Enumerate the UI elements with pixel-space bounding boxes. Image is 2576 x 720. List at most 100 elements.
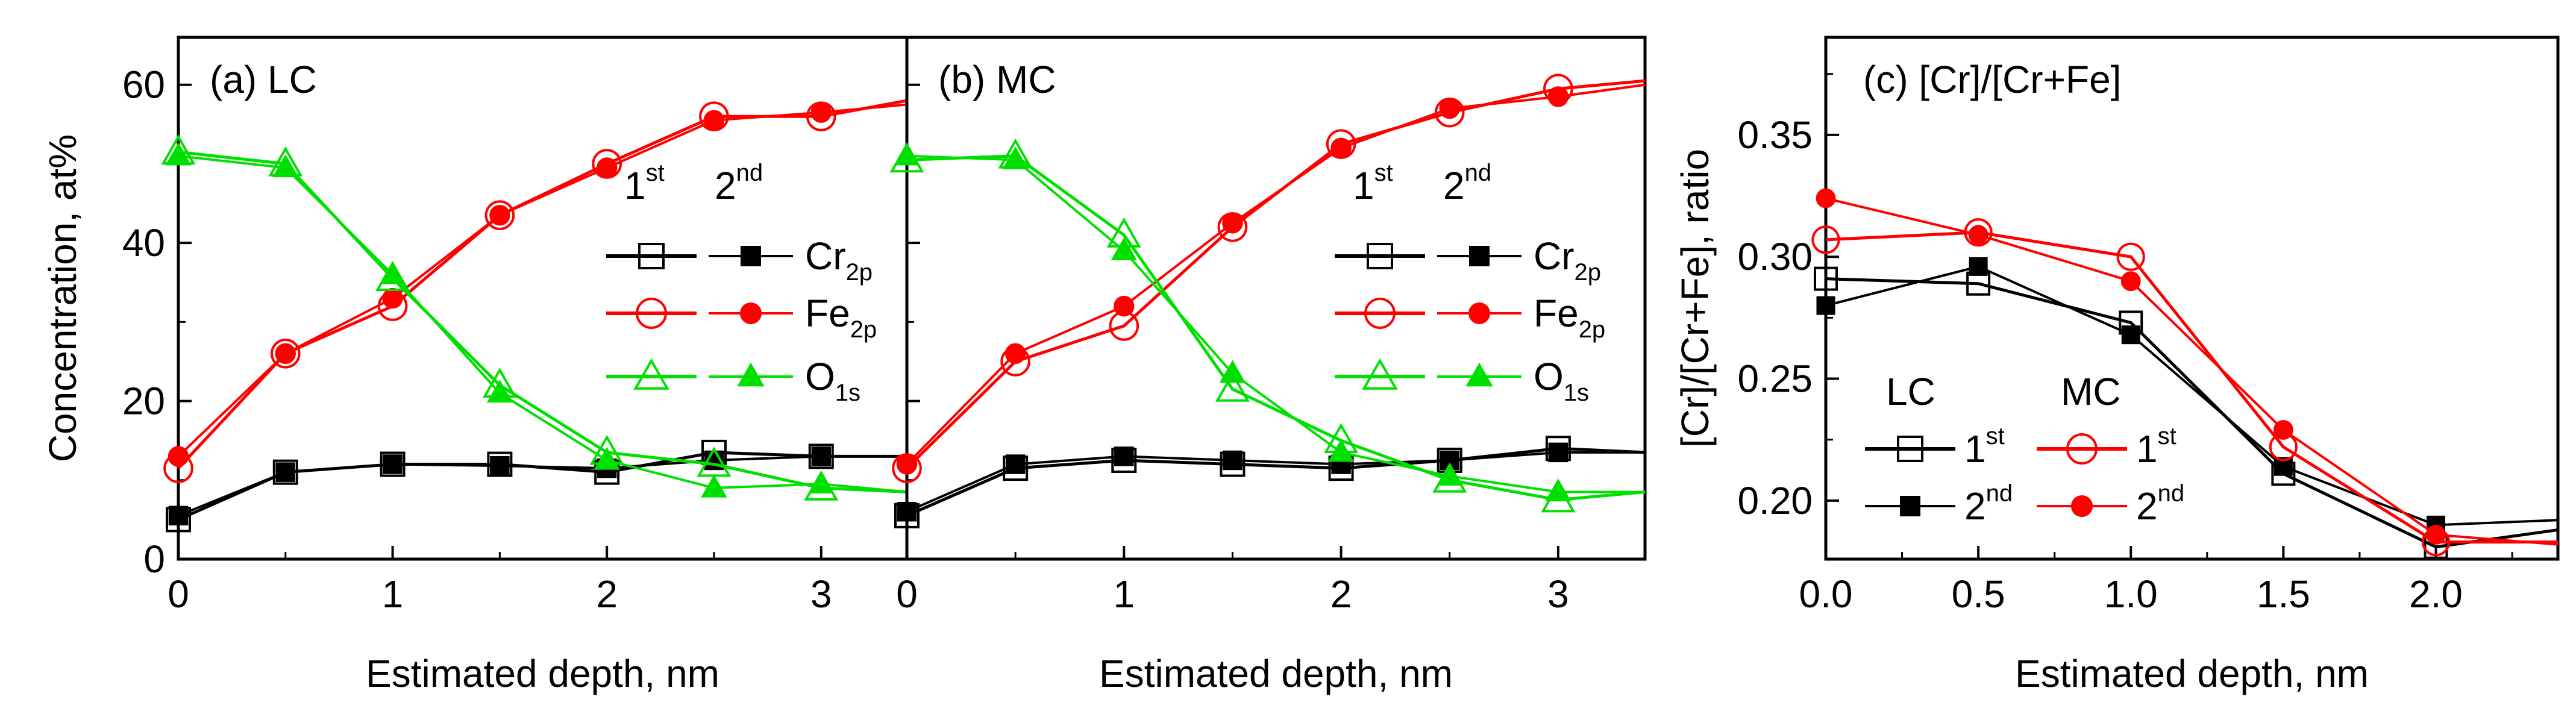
data-point [1114,295,1135,317]
panel-a-lc: 0 1 2 3 0 20 40 60 Concentration, at% Estimated d… [41,36,909,695]
data-point [703,110,725,131]
y-tick-label: 0 [143,537,165,581]
legend-label: Fe2p [805,292,877,343]
x-tick-label: 3 [810,572,832,616]
series-line [1825,231,2558,544]
panel-c-ratio: 0.0 0.5 1.0 1.5 2.0 0.20 0.25 0.30 0.35 [Cr]/[Cr+… [1673,36,2560,695]
legend-ordinal-sup: nd [1986,480,2013,507]
data-point [1327,439,1355,462]
legend-ordinal-sup: st [2158,423,2176,449]
legend-subscript: 2p [1575,259,1602,286]
data-point [810,102,832,123]
data-point [596,157,618,178]
data-point [808,471,835,494]
data-point [2116,242,2145,271]
data-point [1330,137,1352,158]
legend-ordinal-sup: nd [2158,480,2185,507]
panel-title: (c) [Cr]/[Cr+Fe] [1863,58,2121,101]
plot-frame [905,36,1647,561]
data-point [1219,360,1246,383]
legend-marker [2071,495,2093,517]
data-point [165,142,192,166]
data-point [486,380,513,403]
legend-header-sup: st [646,160,665,186]
data-point [897,502,917,522]
data-point [1814,266,1838,291]
series-line [906,83,1646,465]
series-line [178,154,907,493]
legend-label: 1st [2136,423,2176,471]
legend-marker [741,246,761,266]
data-point [1223,450,1243,471]
legend-marker [1362,358,1398,390]
data-point [1222,213,1243,234]
legend-label: O1s [1534,355,1589,406]
data-point [275,343,296,365]
y-axis-label: [Cr]/[Cr+Fe], ratio [1673,149,1717,448]
data-point [1005,454,1026,474]
data-point [490,455,510,476]
data-point [1111,237,1137,260]
legend-group-lc: LC [1886,370,1935,413]
legend-header-sup: nd [1465,160,1492,186]
data-point [1545,478,1572,502]
data-point [1004,343,1026,365]
x-axis-label: Estimated depth, nm [1099,652,1453,695]
data-point [2426,525,2446,545]
y-tick-label: 20 [122,380,165,423]
data-point [168,506,189,526]
y-tick-label: 40 [122,221,165,265]
legend-header-sup: nd [736,160,763,186]
legend-element: Fe [1534,292,1579,335]
x-tick-label: 2 [1330,572,1352,616]
data-point [2120,271,2141,292]
x-tick-label: 2.0 [2409,572,2463,616]
legend-subscript: 2p [846,259,873,286]
legend-marker [1897,436,1923,462]
legend-group-mc: MC [2061,370,2121,413]
legend-marker [633,358,669,390]
data-point [270,339,301,369]
data-point [1547,86,1569,107]
y-axis-label: Concentration, at% [41,134,84,462]
data-point [489,205,510,226]
legend-subscript: 2p [1579,316,1606,343]
data-point [1002,146,1029,170]
legend-marker [1900,496,1920,516]
data-point [275,462,296,482]
series-line [906,154,1646,502]
legend-marker [2066,433,2098,465]
x-tick-label: 1 [1113,572,1135,616]
legend-ordinal: 2 [1964,484,1986,528]
legend-marker [740,302,762,324]
data-point [272,154,299,178]
data-point [594,446,620,470]
legend-element: O [805,355,835,398]
y-tick-label: 0.35 [1737,113,1813,157]
legend-ordinal: 1 [1964,427,1986,471]
x-tick-label: 3 [1547,572,1569,616]
data-point [1215,371,1250,402]
panel-title: (b) MC [938,58,1056,101]
series-line [177,103,907,457]
data-point [894,142,920,166]
legend-label: 2nd [1964,480,2013,528]
x-axis-label: Estimated depth, nm [2015,652,2369,695]
x-tick-label: 1.5 [2257,572,2310,616]
x-tick-label: 0.0 [1799,572,1853,616]
y-tick-label: 0.20 [1737,479,1813,522]
legend-marker [1465,362,1493,387]
data-point [1811,225,1840,254]
panel-title: (a) LC [210,58,317,101]
data-point [484,200,515,231]
legend-marker [737,362,765,387]
legend-marker [1364,298,1396,329]
legend-element: Cr [805,234,846,278]
data-point [1114,446,1134,466]
x-tick-label: 1 [382,572,404,616]
legend-marker [1468,302,1490,324]
series-line [906,451,1645,513]
legend-marker [638,243,665,269]
y-tick-label: 60 [122,63,165,107]
legend-marker [636,298,667,329]
